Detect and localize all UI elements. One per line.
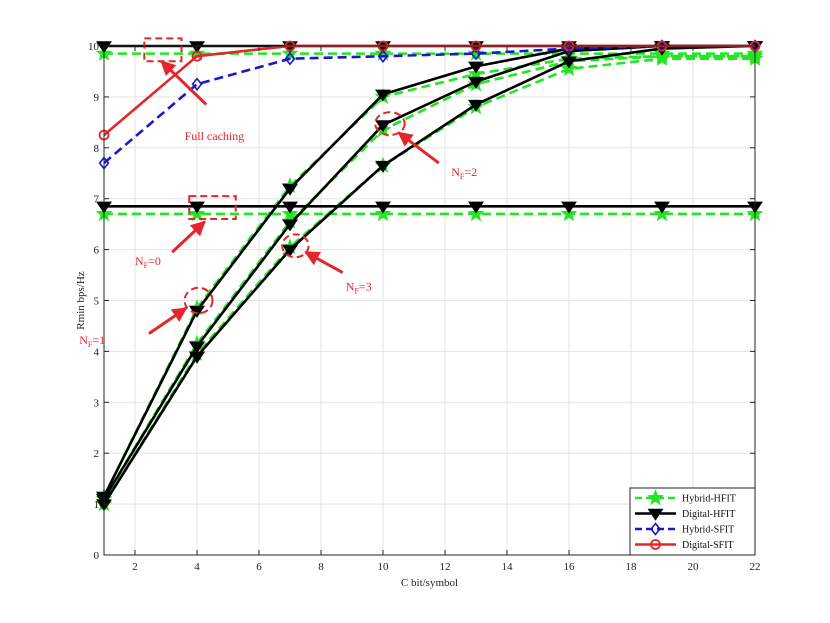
data-point	[468, 61, 484, 74]
data-point	[282, 183, 298, 196]
data-point	[189, 201, 205, 214]
annotation-box	[188, 195, 237, 221]
data-point	[468, 76, 484, 89]
annotation-arrow	[160, 60, 208, 106]
data-point	[282, 219, 298, 232]
y-tick-label: 3	[94, 397, 100, 409]
x-tick-label: 22	[750, 561, 761, 573]
annotation-full-caching: Full caching	[143, 37, 245, 143]
x-tick-label: 16	[564, 561, 576, 573]
annotation-arrow	[148, 306, 188, 335]
y-axis-label: Rmin bps/Hz	[75, 271, 87, 329]
data-point	[282, 201, 298, 214]
x-tick-label: 10	[378, 561, 390, 573]
y-tick-label: 8	[94, 143, 100, 155]
legend-marker	[650, 522, 661, 536]
series-line	[102, 44, 756, 505]
legend-label: Hybrid-HFIT	[682, 494, 736, 505]
annotation-ellipse	[281, 233, 310, 259]
x-tick-label: 2	[132, 561, 138, 573]
legend-marker	[647, 489, 664, 506]
legend-label: Digital-SFIT	[682, 540, 734, 551]
legend: Hybrid-HFIT Digital-HFIT Hybrid-SFIT Digita…	[629, 487, 756, 556]
y-tick-label: 1	[94, 499, 100, 511]
annotation-nf2: NF=2	[374, 111, 477, 181]
x-tick-label: 20	[688, 561, 700, 573]
x-tick-label: 6	[256, 561, 262, 573]
annotation-nf1: NF=1	[79, 286, 214, 349]
legend-label: Digital-HFIT	[682, 509, 735, 520]
data-point	[189, 351, 205, 364]
y-tick-label: 7	[94, 194, 100, 206]
annotation-arrow	[171, 220, 206, 254]
legend-label: Hybrid-SFIT	[682, 525, 734, 536]
data-point	[189, 341, 205, 354]
y-tick-label: 10	[88, 41, 100, 53]
data-point	[191, 77, 203, 91]
annotations: Full caching NF=0 NF=1 NF=2 NF=3	[79, 37, 477, 349]
y-tick-label: 2	[94, 448, 100, 460]
data-point	[468, 99, 484, 112]
x-tick-label: 4	[194, 561, 200, 573]
data-point	[375, 160, 391, 173]
data-point	[561, 201, 577, 214]
data-point	[561, 56, 577, 69]
data-point	[656, 39, 668, 53]
legend-entry: Hybrid-SFIT	[635, 522, 734, 536]
annotation-ellipse	[374, 111, 406, 137]
x-tick-label: 8	[318, 561, 324, 573]
data-point	[284, 51, 296, 66]
y-tick-label: 4	[94, 346, 100, 358]
annotation-nf0: NF=0	[135, 195, 237, 270]
legend-entry: Digital-HFIT	[635, 508, 735, 521]
annotation-arrow	[397, 131, 440, 165]
y-tick-label: 0	[94, 550, 100, 562]
legend-entry: Hybrid-HFIT	[635, 489, 736, 506]
x-tick-label: 14	[502, 561, 514, 573]
x-tick-label: 12	[440, 561, 451, 573]
annotation-text: Full caching	[185, 129, 245, 143]
data-point	[375, 89, 391, 102]
series-line	[102, 54, 755, 500]
annotation-text: NF=0	[135, 254, 161, 270]
y-tick-label: 6	[94, 245, 100, 257]
x-tick-label: 18	[626, 561, 638, 573]
y-tick-label: 9	[94, 92, 100, 104]
legend-entry: Digital-SFIT	[635, 539, 734, 551]
data-point	[282, 244, 298, 257]
data-point	[375, 120, 391, 133]
annotation-ellipse	[183, 286, 214, 315]
data-point	[375, 201, 391, 214]
legend-marker	[650, 539, 661, 550]
data-point	[654, 201, 670, 214]
annotation-text: NF=2	[451, 165, 477, 181]
annotation-text: NF=1	[79, 333, 105, 349]
data-point	[468, 201, 484, 214]
annotation-nf3: NF=3	[281, 233, 372, 295]
annotation-text: NF=3	[346, 279, 372, 295]
legend-marker	[647, 508, 664, 521]
data-point	[377, 49, 389, 63]
x-axis-label: C bit/symbol	[401, 577, 458, 589]
data-point	[470, 46, 482, 61]
data-point	[653, 49, 671, 66]
annotation-arrow	[304, 250, 344, 274]
y-tick-label: 5	[94, 296, 100, 308]
data-point	[191, 50, 203, 62]
